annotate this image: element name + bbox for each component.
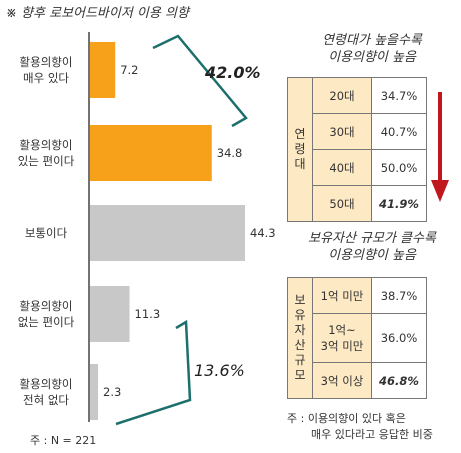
asset-row-0: 보 유 자 산 규 모 1억 미만 38.7% — [287, 277, 427, 399]
age-table-title: 연령대가 높을수록 이용의향이 높음 — [283, 32, 461, 66]
bars — [90, 42, 245, 420]
age-value-3: 41.9% — [371, 185, 427, 222]
footnote: 주 : 이용의향이 있다 혹은 매우 있다라고 응답한 비중 — [287, 411, 433, 443]
increase-arrow-icon — [431, 92, 449, 202]
category-label-0: 활용의향이 매우 있다 — [20, 55, 73, 85]
annotation-top: 42.0% — [204, 63, 261, 82]
asset-label-2: 3억 이상 — [312, 362, 372, 399]
age-title-line1: 연령대가 높을수록 — [322, 33, 422, 48]
bracket-top — [152, 34, 248, 128]
age-value-1: 40.7% — [371, 113, 427, 150]
asset-value-0: 38.7% — [371, 277, 427, 314]
asset-row-2: 3억 이상 46.8% — [288, 362, 427, 399]
sample-size-note: 주 : N = 221 — [30, 434, 97, 447]
age-label-3: 50대 — [312, 185, 372, 222]
bar-3 — [90, 286, 130, 342]
annotation-bottom: 13.6% — [194, 361, 245, 380]
age-value-0: 34.7% — [371, 77, 427, 114]
age-label-2: 40대 — [312, 149, 372, 186]
age-value-2: 50.0% — [371, 149, 427, 186]
bar-0 — [90, 42, 116, 98]
value-label-2: 44.3 — [250, 226, 276, 240]
asset-title-line1: 보유자산 규모가 클수록 — [308, 231, 436, 246]
asset-value-1: 36.0% — [371, 313, 427, 363]
value-labels: 7.2 34.8 44.3 11.3 2.3 — [103, 63, 276, 399]
footnote-line2: 매우 있다라고 응답한 비중 — [311, 428, 433, 441]
annotations: 42.0% 13.6% — [115, 34, 261, 426]
category-label-1: 활용의향이 있는 편이다 — [18, 138, 75, 168]
age-title-line2: 이용의향이 높음 — [328, 50, 416, 65]
chart-title: ※ 향후 로보어드바이저 이용 의향 — [6, 6, 189, 21]
asset-table: 보 유 자 산 규 모 1억 미만 38.7% 1억~ 3억 미만 36.0% 3억 이상 46.8% — [287, 277, 427, 399]
asset-label-1: 1억~ 3억 미만 — [312, 313, 372, 363]
category-label-3: 활용의향이 없는 편이다 — [18, 299, 75, 329]
asset-title-line2: 이용의향이 높음 — [328, 248, 416, 263]
age-row-0: 연 령 대 20대 34.7% — [287, 77, 427, 222]
age-label-1: 30대 — [312, 113, 372, 150]
asset-value-2: 46.8% — [371, 362, 427, 399]
bar-2 — [90, 205, 245, 261]
age-row-1: 30대 40.7% — [288, 113, 427, 150]
footnote-line1: 주 : 이용의향이 있다 혹은 — [287, 412, 406, 425]
age-row-3: 50대 41.9% — [288, 185, 427, 222]
bar-4 — [90, 364, 99, 420]
asset-label-0: 1억 미만 — [312, 277, 372, 314]
age-label-0: 20대 — [312, 77, 372, 114]
category-label-4: 활용의향이 전혀 없다 — [20, 377, 73, 407]
bracket-bottom — [115, 319, 192, 426]
asset-table-title: 보유자산 규모가 클수록 이용의향이 높음 — [283, 230, 461, 264]
value-label-1: 34.8 — [217, 146, 243, 160]
age-table: 연 령 대 20대 34.7% 30대 40.7% 40대 50.0% 50대 41.9% — [287, 77, 427, 222]
value-label-4: 2.3 — [103, 385, 121, 399]
category-label-2: 보통이다 — [25, 226, 68, 240]
asset-row-1: 1억~ 3억 미만 36.0% — [288, 313, 427, 363]
value-label-0: 7.2 — [120, 63, 138, 77]
bar-1 — [90, 125, 212, 181]
value-label-3: 11.3 — [135, 307, 161, 321]
